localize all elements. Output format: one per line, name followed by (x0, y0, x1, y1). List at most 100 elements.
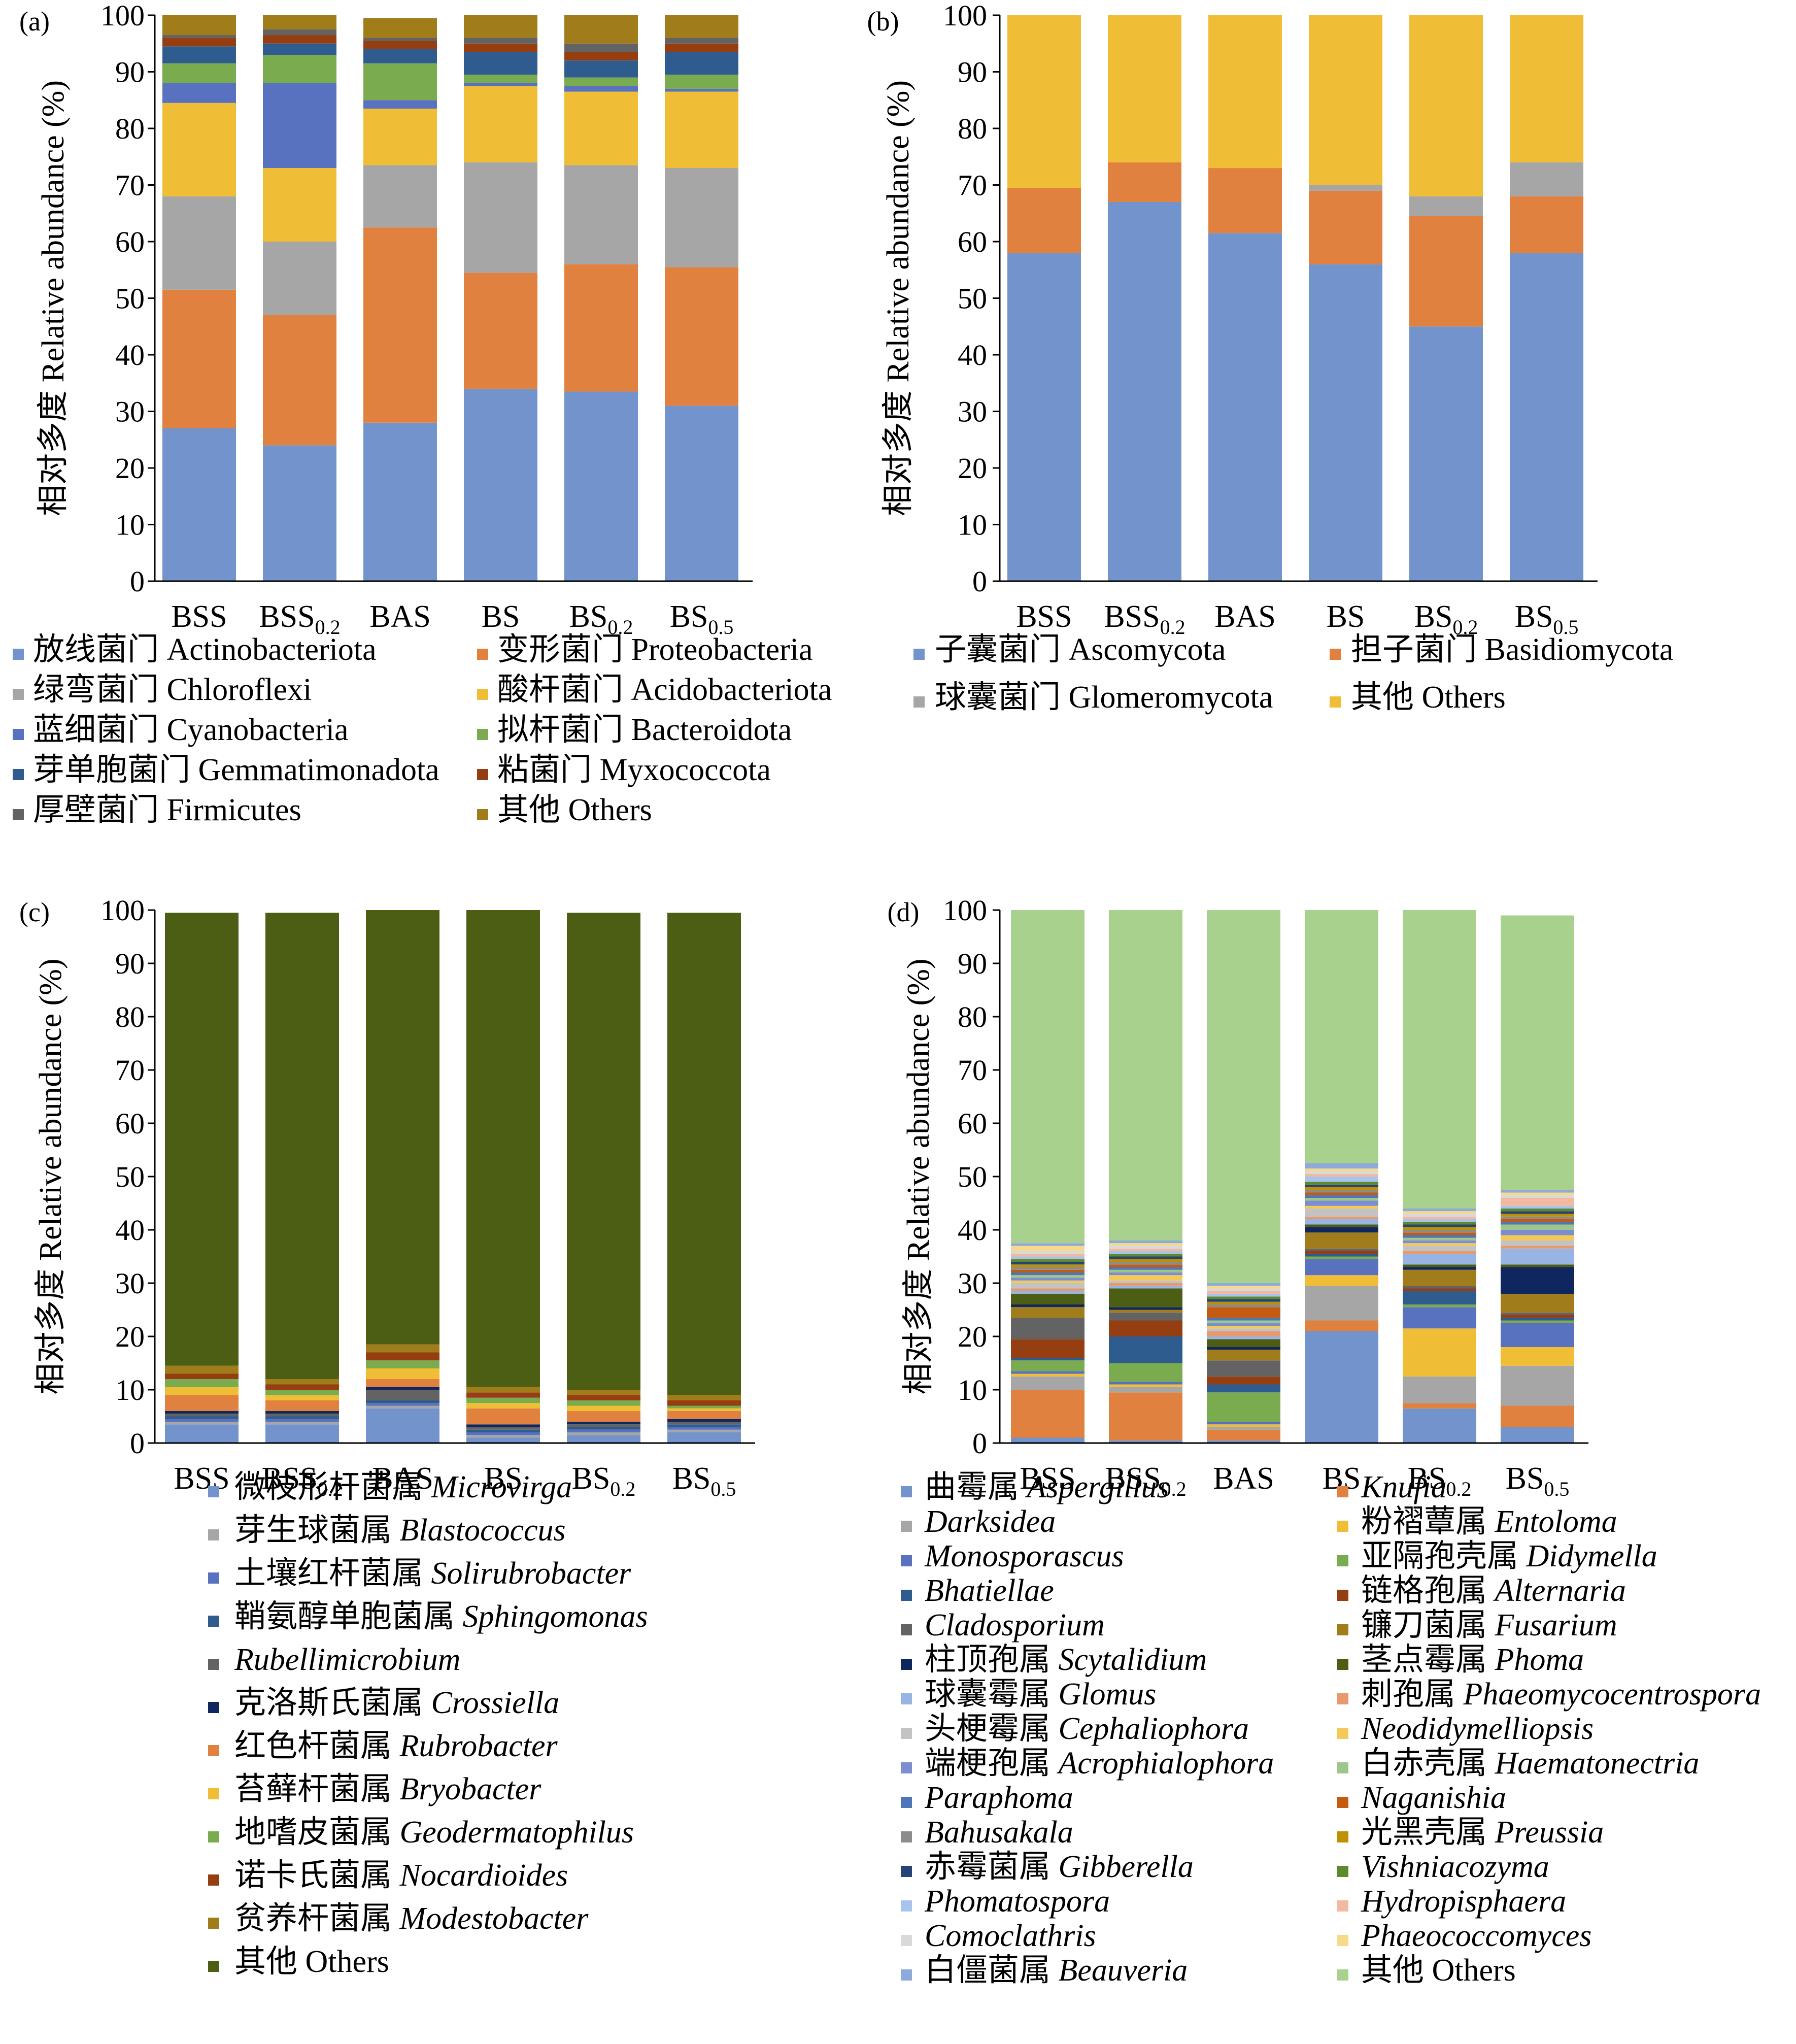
bar-segment-3-6 (1510, 162, 1583, 196)
bar-segment-15-5 (1403, 1246, 1476, 1251)
bar-segment-9-6 (665, 38, 738, 44)
legend-swatch (1330, 649, 1341, 660)
bar-segment-12-3 (366, 910, 439, 1345)
bar-segment-14-6 (1501, 1246, 1574, 1249)
bar-segment-20-5 (1403, 1232, 1476, 1235)
legend-entry: 克洛斯氏菌属 Crossiella (234, 1686, 559, 1720)
legend-entry: 红色杆菌属 Rubrobacter (234, 1729, 558, 1763)
bar-segment-21-6 (1501, 1216, 1574, 1219)
x-tick-label: BS0.2 (1414, 599, 1478, 639)
y-tick-label: 50 (115, 1160, 145, 1193)
bar-segment-25-4 (1305, 1177, 1378, 1182)
y-tick-label: 10 (115, 509, 145, 542)
bar-segment-13-5 (1403, 1254, 1476, 1265)
bar-segment-8-4 (466, 1403, 540, 1409)
bar-segment-1-4 (1309, 264, 1382, 581)
bar-segment-4-2 (1108, 15, 1181, 162)
legend-swatch (901, 1762, 912, 1773)
legend-entry: 贫养杆菌属 Modestobacter (234, 1901, 589, 1936)
bar-segment-1-5 (1409, 326, 1483, 581)
bar-segment-2-5 (1409, 216, 1483, 327)
bar-segment-13-6 (1501, 1248, 1574, 1265)
bar-segment-2-1 (1011, 1390, 1085, 1438)
x-tick-label: BSS0.2 (259, 599, 340, 639)
legend-entry: Bhatiellae (925, 1573, 1054, 1608)
bar-segment-3-1 (165, 1419, 239, 1422)
legend-entry: 白赤壳属 Haematonectria (1361, 1746, 1699, 1781)
bar-segment-6-2 (265, 1411, 339, 1414)
bar-segment-8-3 (366, 1368, 439, 1379)
bar-segment-7-3 (1207, 1384, 1280, 1393)
bar-segment-3-6 (1501, 1365, 1574, 1406)
bar-segment-10-6 (1501, 1294, 1574, 1313)
bar-segment-27-2 (1109, 1246, 1182, 1249)
y-axis-title: 相对多度 Relative abundance (%) (901, 958, 936, 1394)
bar-segment-1-1 (162, 428, 236, 581)
bar-segment-2-5 (564, 264, 638, 392)
legend-swatch (901, 1521, 912, 1532)
bar-segment-18-2 (1109, 1269, 1182, 1272)
bar-segment-2-4 (466, 1435, 540, 1438)
legend-swatch (477, 809, 488, 820)
bar-segment-5-3 (366, 1390, 439, 1400)
bar-segment-22-3 (1207, 1301, 1280, 1304)
legend-entry: 芽生球菌属 Blastococcus (234, 1513, 566, 1548)
bar-segment-29-1 (1011, 1243, 1085, 1246)
bar-segment-7-2 (263, 43, 336, 55)
legend-entry: Bahusakala (925, 1815, 1073, 1850)
legend-entry: 镰刀菌属 Fusarium (1361, 1608, 1617, 1643)
bar-segment-19-6 (1501, 1222, 1574, 1225)
bar-segment-10-5 (1403, 1269, 1476, 1286)
bar-segment-11-2 (265, 1379, 339, 1385)
bar-segment-28-6 (1501, 1192, 1574, 1195)
legend-entry: 子囊菌门 Ascomycota (935, 632, 1226, 667)
bar-segment-5-2 (263, 83, 336, 169)
bar-segment-1-3 (1208, 233, 1282, 581)
bar-segment-1-4 (466, 1437, 540, 1443)
legend-entry: 变形菌门 Proteobacteria (497, 632, 813, 667)
bar-segment-2-4 (1305, 1320, 1378, 1331)
bar-segment-4-2 (265, 1416, 339, 1419)
bar-segment-30-6 (1501, 915, 1574, 1190)
bar-segment-7-1 (162, 46, 236, 63)
bar-segment-1-3 (1207, 1440, 1280, 1443)
bar-segment-9-3 (363, 38, 437, 41)
bar-segment-12-1 (1011, 1294, 1085, 1304)
legend-entry: Phaeococcomyces (1361, 1919, 1591, 1953)
bar-segment-11-2 (1109, 1307, 1182, 1310)
bar-segment-22-4 (1305, 1187, 1378, 1190)
bar-segment-2-2 (263, 315, 336, 446)
bar-segment-1-4 (1305, 1331, 1378, 1443)
bar-segment-8-6 (665, 43, 738, 52)
bar-segment-5-1 (1011, 1371, 1085, 1374)
bar-segment-4-1 (1011, 1373, 1085, 1377)
y-tick-label: 20 (115, 452, 145, 485)
bar-segment-22-5 (1403, 1227, 1476, 1230)
bar-segment-4-5 (564, 91, 638, 165)
bar-segment-6-3 (366, 1387, 439, 1390)
legend-entry: Phomatospora (924, 1884, 1110, 1919)
legend: 放线菌门 Actinobacteriota 变形菌门 Proteobacteria… (13, 632, 832, 827)
bar-segment-26-3 (1207, 1291, 1280, 1294)
bar-segment-24-4 (1305, 1182, 1378, 1185)
legend-swatch (208, 1831, 219, 1842)
bar-segment-22-6 (1501, 1214, 1574, 1217)
bar-segment-6-4 (1305, 1256, 1378, 1259)
bar-segment-2-3 (363, 227, 437, 423)
legend-swatch (1337, 1866, 1348, 1877)
legend-entry: 其他 Others (1351, 680, 1506, 715)
legend-swatch (901, 1486, 912, 1497)
bar-segment-8-3 (363, 41, 437, 49)
legend-swatch (208, 1616, 219, 1627)
y-tick-label: 10 (958, 509, 987, 542)
legend-entry: 球囊菌门 Glomeromycota (935, 680, 1273, 715)
bar-segment-26-6 (1501, 1198, 1574, 1206)
legend-swatch (208, 1961, 219, 1972)
bar-segment-8-1 (162, 38, 236, 47)
bar-segment-5-3 (1207, 1422, 1280, 1425)
y-tick-label: 20 (958, 1320, 987, 1353)
bar-segment-16-1 (1011, 1280, 1085, 1283)
x-tick-label: BSS0.2 (261, 1461, 343, 1500)
x-tick-label: BS (1327, 599, 1365, 634)
bar-segment-5-1 (162, 83, 236, 103)
